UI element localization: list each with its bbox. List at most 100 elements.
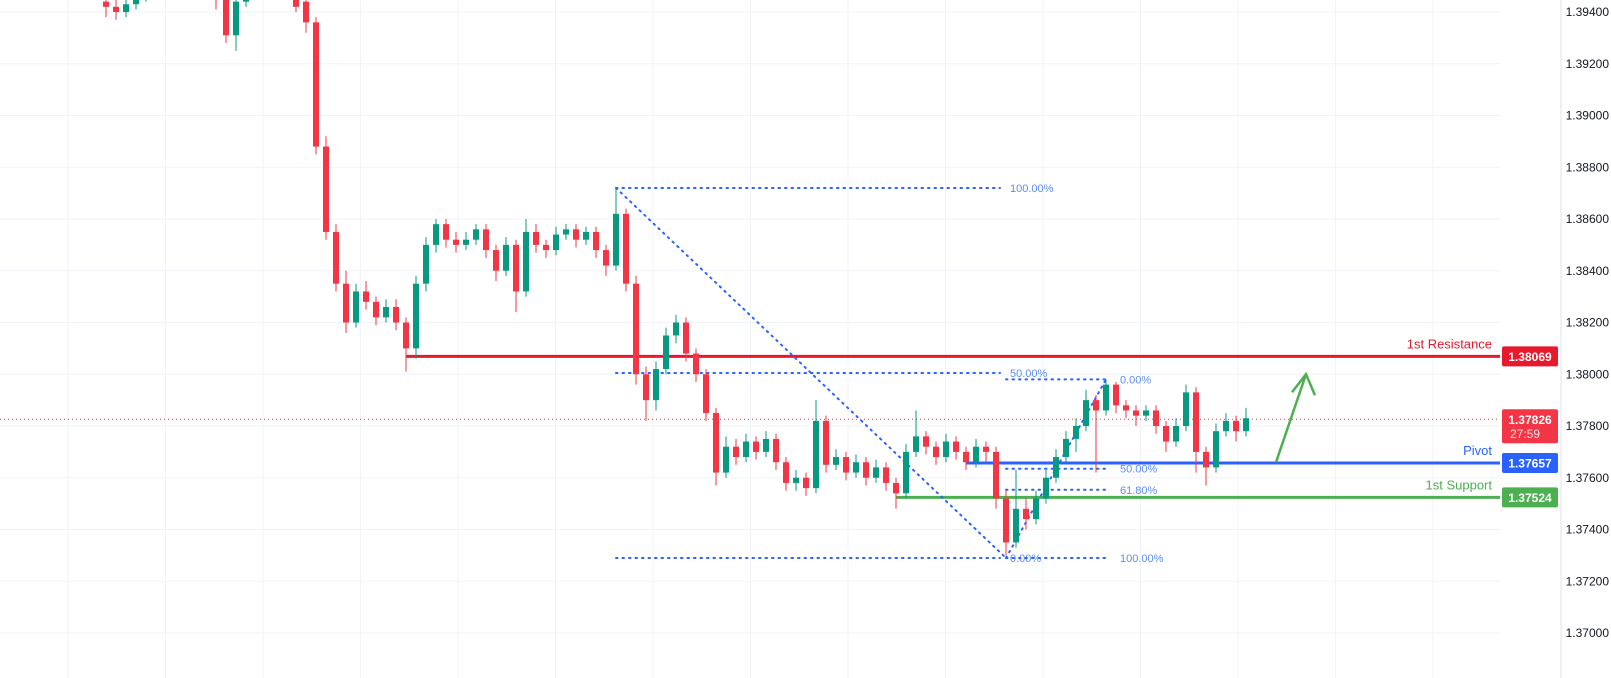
pivot-price-badge xyxy=(1502,453,1558,474)
price-tick-label: 1.38000 xyxy=(1566,367,1610,381)
price-axis[interactable]: 1.39400 1.39200 1.39000 1.38800 1.38600 1.384… xyxy=(1500,0,1611,678)
candle-up xyxy=(1073,426,1079,439)
candle-up xyxy=(1043,477,1049,499)
candle-up xyxy=(1223,420,1229,432)
fib-level-label: 100.00% xyxy=(1010,183,1054,195)
price-tick-label: 1.37800 xyxy=(1566,419,1610,433)
candle-up xyxy=(553,234,559,251)
candle-down xyxy=(753,441,759,452)
candle-down xyxy=(993,451,999,499)
support-price-badge xyxy=(1502,487,1558,508)
candle-up xyxy=(433,224,439,245)
candle-down xyxy=(1133,410,1139,416)
candle-up xyxy=(973,446,979,463)
candle-down xyxy=(883,467,889,483)
candle-up xyxy=(233,1,239,36)
candle-up xyxy=(1013,508,1019,543)
candle-down xyxy=(403,322,409,349)
candle-up xyxy=(673,322,679,336)
price-tick-label: 1.39400 xyxy=(1566,5,1610,19)
candle-down xyxy=(363,291,369,302)
candle-down xyxy=(373,301,379,318)
candle-up xyxy=(743,441,749,458)
candle-up xyxy=(563,229,569,235)
candle-down xyxy=(1163,426,1169,442)
candle-up xyxy=(1033,498,1039,520)
candle-up xyxy=(523,231,529,292)
candle-up xyxy=(613,213,619,266)
candle-up xyxy=(833,457,839,465)
candle-up xyxy=(413,283,419,349)
fib-trendline xyxy=(1005,378,1107,559)
candle-down xyxy=(1023,508,1029,520)
candle-up xyxy=(423,244,429,284)
candle-down xyxy=(963,451,969,463)
candle-down xyxy=(1153,410,1159,426)
candle-down xyxy=(1203,451,1209,468)
candle-down xyxy=(593,231,599,251)
candle-down xyxy=(303,1,309,23)
candle-down xyxy=(783,462,789,483)
fib-level-label: 50.00% xyxy=(1120,464,1158,476)
candle-up xyxy=(943,441,949,458)
countdown-text: 27:59 xyxy=(1510,427,1540,441)
candle-up xyxy=(653,369,659,401)
price-tick-label: 1.38800 xyxy=(1566,160,1610,174)
fib-level-label: 0.00% xyxy=(1120,374,1151,386)
candle-up xyxy=(463,239,469,245)
candle-down xyxy=(493,250,499,271)
candle-down xyxy=(983,446,989,452)
candle-down xyxy=(543,244,549,251)
price-tick-label: 1.39000 xyxy=(1566,109,1610,123)
candle-up xyxy=(1053,457,1059,478)
candle-down xyxy=(643,374,649,401)
candle-down xyxy=(573,229,579,240)
current-price-text: 1.37826 xyxy=(1508,413,1552,427)
candle-down xyxy=(803,477,809,489)
candle-down xyxy=(703,374,709,414)
resistance-label: 1st Resistance xyxy=(1407,336,1492,351)
resistance-price-badge xyxy=(1502,346,1558,367)
candle-down xyxy=(113,6,119,12)
fib-level-label: 50.00% xyxy=(1010,368,1048,380)
candle-up xyxy=(853,462,859,473)
candle-down xyxy=(1233,420,1239,432)
candle-up xyxy=(813,420,819,489)
candle-down xyxy=(1123,405,1129,411)
candle-down xyxy=(453,239,459,245)
candle-down xyxy=(773,438,779,463)
candle-up xyxy=(1083,400,1089,426)
price-tick-label: 1.39200 xyxy=(1566,57,1610,71)
candle-down xyxy=(683,322,689,354)
candle-down xyxy=(923,436,929,447)
candle-up xyxy=(583,231,589,240)
candle-down xyxy=(633,283,639,375)
candle-down xyxy=(313,22,319,147)
support-price-text: 1.37524 xyxy=(1508,491,1552,505)
candle-up xyxy=(873,467,879,478)
candle-down xyxy=(823,420,829,465)
candle-down xyxy=(893,482,899,494)
candle-down xyxy=(103,1,109,7)
candle-down xyxy=(393,306,399,323)
candle-up xyxy=(903,451,909,494)
fib-level-label: 100.00% xyxy=(1120,553,1164,565)
candle-down xyxy=(1003,498,1009,543)
candle-up xyxy=(663,335,669,370)
candle-up xyxy=(1183,392,1189,426)
candle-down xyxy=(1113,384,1119,406)
candle-down xyxy=(443,224,449,240)
arrow-up-icon xyxy=(1291,371,1317,396)
price-tick-label: 1.37000 xyxy=(1566,626,1610,640)
price-tick-label: 1.37400 xyxy=(1566,523,1610,537)
candle-down xyxy=(293,0,299,7)
candle-down xyxy=(623,213,629,284)
candle-up xyxy=(1103,384,1109,411)
candle-down xyxy=(1093,400,1099,411)
candle-down xyxy=(533,231,539,245)
candle-down xyxy=(693,353,699,375)
candle-up xyxy=(1173,426,1179,442)
candle-down xyxy=(323,146,329,232)
current-price-badge xyxy=(1502,409,1558,444)
